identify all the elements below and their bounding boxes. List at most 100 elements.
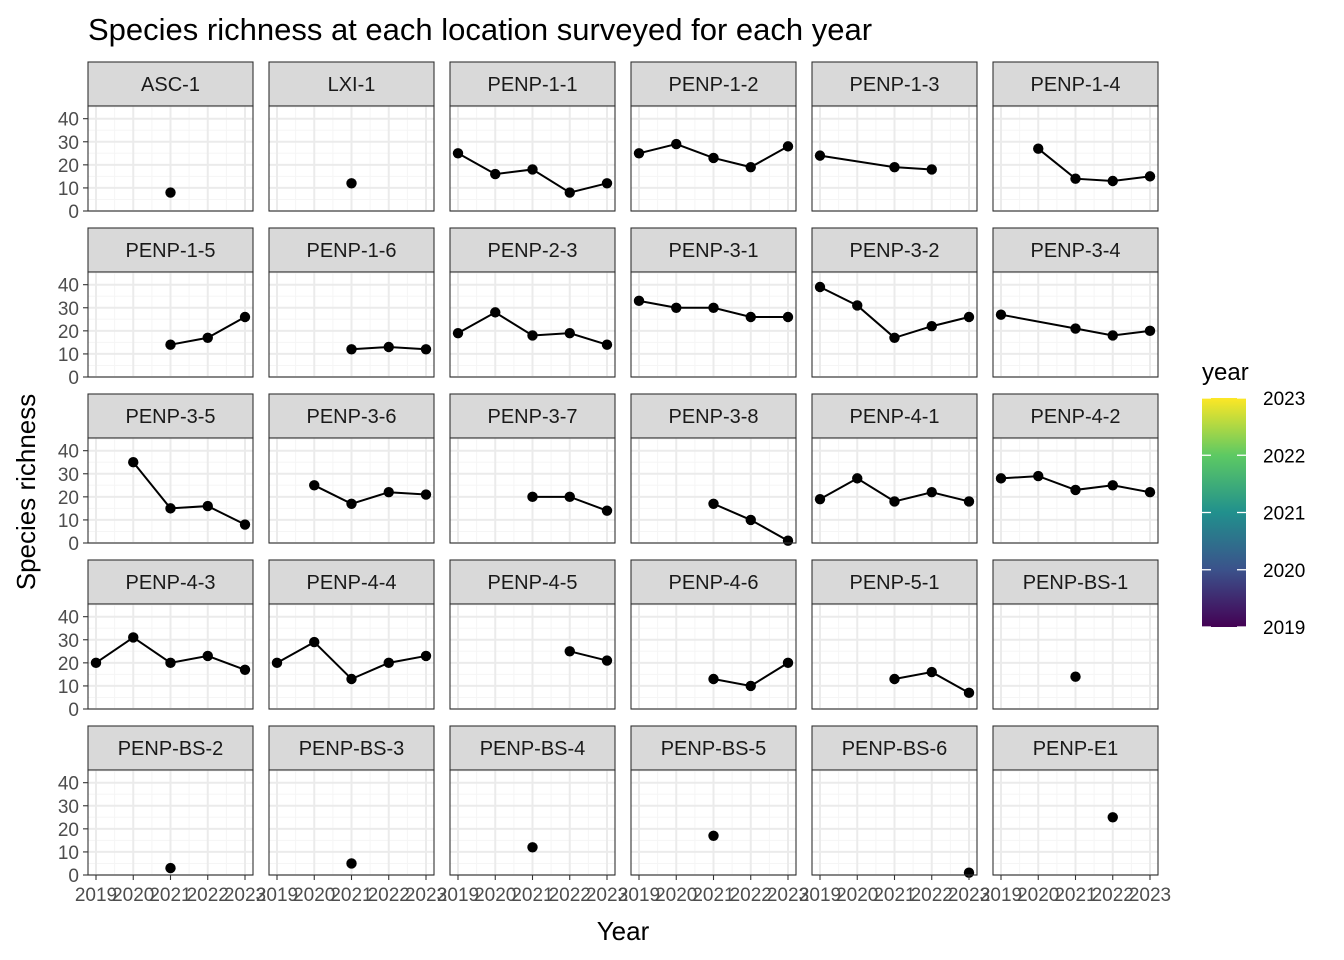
- facet-strip-label: PENP-1-3: [849, 74, 939, 96]
- x-tick-label: 2020: [1017, 885, 1059, 906]
- data-point: [926, 666, 937, 678]
- data-point: [601, 655, 613, 666]
- facet-strip-label: ASC-1: [141, 74, 200, 96]
- panel-border: [992, 105, 1159, 212]
- data-point: [527, 491, 538, 503]
- data-point: [420, 489, 432, 500]
- data-point: [383, 657, 394, 669]
- panel-border: [449, 105, 616, 212]
- facet-penp-e1: PENP-E1: [992, 725, 1159, 876]
- x-tick-label: 2020: [474, 885, 516, 906]
- data-point: [1144, 171, 1156, 182]
- data-point: [165, 862, 176, 874]
- data-point: [926, 164, 937, 175]
- facet-penp-3-6: PENP-3-6: [268, 393, 435, 544]
- x-tick-label: 2022: [187, 885, 229, 906]
- panel-border: [268, 271, 435, 378]
- facet-strip-label: PENP-3-2: [849, 240, 939, 262]
- facet-penp-2-3: PENP-2-3: [449, 227, 616, 378]
- panel-border: [811, 603, 978, 710]
- x-tick-label: 2022: [549, 885, 591, 906]
- y-tick-label: 0: [68, 700, 79, 721]
- facet-penp-5-1: PENP-5-1: [811, 559, 978, 710]
- data-point: [346, 344, 357, 355]
- data-point: [239, 519, 251, 530]
- data-point: [601, 505, 613, 516]
- legend-label: 2022: [1263, 446, 1305, 467]
- y-axis-title: Species richness: [11, 394, 41, 591]
- facet-strip: [268, 227, 435, 273]
- facet-penp-bs-1: PENP-BS-1: [992, 559, 1159, 710]
- data-point: [239, 311, 251, 323]
- facet-strip: [449, 393, 616, 439]
- data-point: [1107, 175, 1118, 187]
- y-tick-label: 40: [58, 276, 79, 297]
- data-point: [346, 673, 357, 685]
- x-tick-label: 2019: [256, 885, 298, 906]
- panel-border: [630, 603, 797, 710]
- legend-label: 2019: [1263, 618, 1305, 639]
- facet-lxi-1: LXI-1: [268, 61, 435, 212]
- x-tick-label: 2023: [405, 885, 447, 906]
- facet-strip: [630, 227, 797, 273]
- data-point: [420, 344, 432, 355]
- data-point: [165, 503, 176, 514]
- data-point: [1033, 470, 1044, 482]
- facet-strip-label: PENP-1-5: [125, 240, 215, 262]
- facet-strip-label: PENP-4-6: [668, 572, 758, 594]
- facet-strip-label: PENP-BS-5: [661, 738, 767, 760]
- facet-penp-1-3: PENP-1-3: [811, 61, 978, 212]
- panel-border: [449, 271, 616, 378]
- facet-penp-4-6: PENP-4-6: [630, 559, 797, 710]
- data-point: [1070, 173, 1081, 184]
- data-point: [889, 673, 900, 685]
- data-point: [564, 491, 575, 503]
- x-tick-label: 2022: [730, 885, 772, 906]
- data-point: [564, 327, 575, 339]
- data-point: [202, 650, 213, 662]
- data-point: [1033, 143, 1044, 154]
- facet-strip-label: PENP-1-1: [487, 74, 577, 96]
- facet-strip-label: PENP-BS-3: [299, 738, 405, 760]
- facet-penp-1-4: PENP-1-4: [992, 61, 1159, 212]
- data-point: [1070, 323, 1081, 334]
- data-point: [202, 332, 213, 343]
- panel-border: [449, 437, 616, 544]
- data-point: [490, 168, 501, 180]
- data-point: [1070, 671, 1081, 682]
- facet-strip-label: PENP-3-6: [306, 406, 396, 428]
- data-point: [271, 657, 283, 669]
- facet-strip: [992, 725, 1159, 771]
- y-tick-label: 0: [68, 368, 79, 389]
- x-tick-label: 2020: [112, 885, 154, 906]
- facet-penp-3-8: PENP-3-8: [630, 393, 797, 546]
- panel-border: [87, 271, 254, 378]
- data-point: [1107, 480, 1118, 491]
- y-tick-label: 30: [58, 299, 79, 320]
- facet-strip: [449, 61, 616, 107]
- x-tick-label: 2023: [1129, 885, 1171, 906]
- data-point: [165, 657, 176, 669]
- data-point: [708, 830, 719, 841]
- facet-penp-bs-5: PENP-BS-5: [630, 725, 797, 876]
- data-point: [633, 295, 645, 307]
- data-point: [452, 327, 464, 339]
- x-tick-label: 2020: [655, 885, 697, 906]
- x-tick-label: 2021: [1054, 885, 1096, 906]
- data-point: [633, 148, 645, 159]
- x-tick-label: 2023: [586, 885, 628, 906]
- x-tick-label: 2019: [437, 885, 479, 906]
- data-point: [814, 493, 826, 505]
- series-line: [1000, 313, 1151, 337]
- data-point: [708, 152, 719, 164]
- panel-border: [449, 603, 616, 710]
- panel-border: [992, 437, 1159, 544]
- data-point: [165, 187, 176, 198]
- data-point: [452, 148, 464, 159]
- facet-penp-3-7: PENP-3-7: [449, 393, 616, 544]
- facet-strip: [268, 393, 435, 439]
- chart-title: Species richness at each location survey…: [88, 12, 872, 47]
